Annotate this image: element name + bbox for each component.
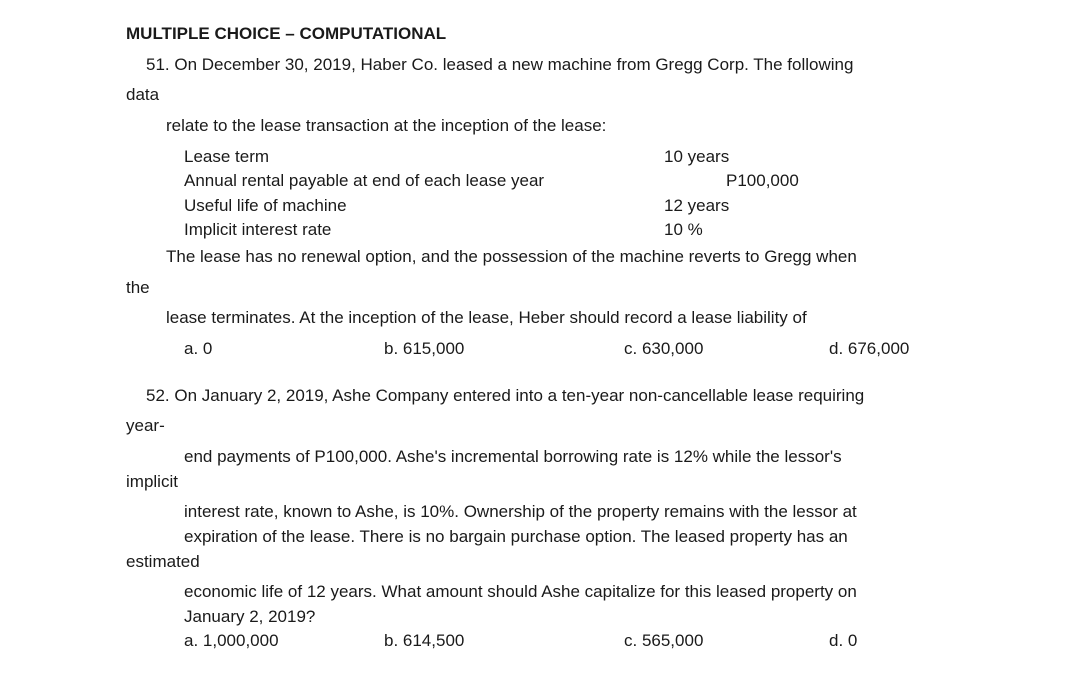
q52-line9: January 2, 2019? <box>184 605 996 630</box>
q52-choice-a: a. 1,000,000 <box>184 629 384 654</box>
lease-term-label: Lease term <box>184 145 664 170</box>
table-row: Annual rental payable at end of each lea… <box>184 169 1047 194</box>
q52-line2: year- <box>126 414 1047 439</box>
q52-line7: estimated <box>126 550 1047 575</box>
q51-choice-a: a. 0 <box>184 337 384 362</box>
q51-choice-d: d. 676,000 <box>829 337 909 362</box>
table-row: Useful life of machine 12 years <box>184 194 1047 219</box>
implicit-rate-label: Implicit interest rate <box>184 218 664 243</box>
q51-line6: lease terminates. At the inception of th… <box>166 306 1047 331</box>
useful-life-label: Useful life of machine <box>184 194 664 219</box>
q52-choice-d: d. 0 <box>829 629 857 654</box>
q51-choices: a. 0 b. 615,000 c. 630,000 d. 676,000 <box>184 337 1047 362</box>
q51-line2: data <box>126 83 1047 108</box>
q52-line3: end payments of P100,000. Ashe's increme… <box>184 445 996 470</box>
q52-line1: 52. On January 2, 2019, Ashe Company ent… <box>146 384 1047 409</box>
q51-choice-c: c. 630,000 <box>624 337 829 362</box>
table-row: Lease term 10 years <box>184 145 1047 170</box>
q51-line1: 51. On December 30, 2019, Haber Co. leas… <box>146 53 1047 78</box>
q52-choices: a. 1,000,000 b. 614,500 c. 565,000 d. 0 <box>184 629 1047 654</box>
q51-choice-b: b. 615,000 <box>384 337 624 362</box>
lease-term-value: 10 years <box>664 145 729 170</box>
q51-line3: relate to the lease transaction at the i… <box>166 114 1047 139</box>
q52-line8: economic life of 12 years. What amount s… <box>184 580 996 605</box>
q51-lease-table: Lease term 10 years Annual rental payabl… <box>184 145 1047 244</box>
implicit-rate-value: 10 % <box>664 218 703 243</box>
document-page: MULTIPLE CHOICE – COMPUTATIONAL 51. On D… <box>0 0 1075 692</box>
annual-rental-label: Annual rental payable at end of each lea… <box>184 169 664 194</box>
q52-choice-b: b. 614,500 <box>384 629 624 654</box>
q51-line4: The lease has no renewal option, and the… <box>166 245 1047 270</box>
q52-line4: implicit <box>126 470 1047 495</box>
useful-life-value: 12 years <box>664 194 729 219</box>
table-row: Implicit interest rate 10 % <box>184 218 1047 243</box>
section-heading: MULTIPLE CHOICE – COMPUTATIONAL <box>126 22 1047 47</box>
q51-line5: the <box>126 276 1047 301</box>
annual-rental-value: P100,000 <box>664 169 799 194</box>
q52-choice-c: c. 565,000 <box>624 629 829 654</box>
q52-line6: expiration of the lease. There is no bar… <box>184 525 996 550</box>
q52-line5: interest rate, known to Ashe, is 10%. Ow… <box>184 500 996 525</box>
